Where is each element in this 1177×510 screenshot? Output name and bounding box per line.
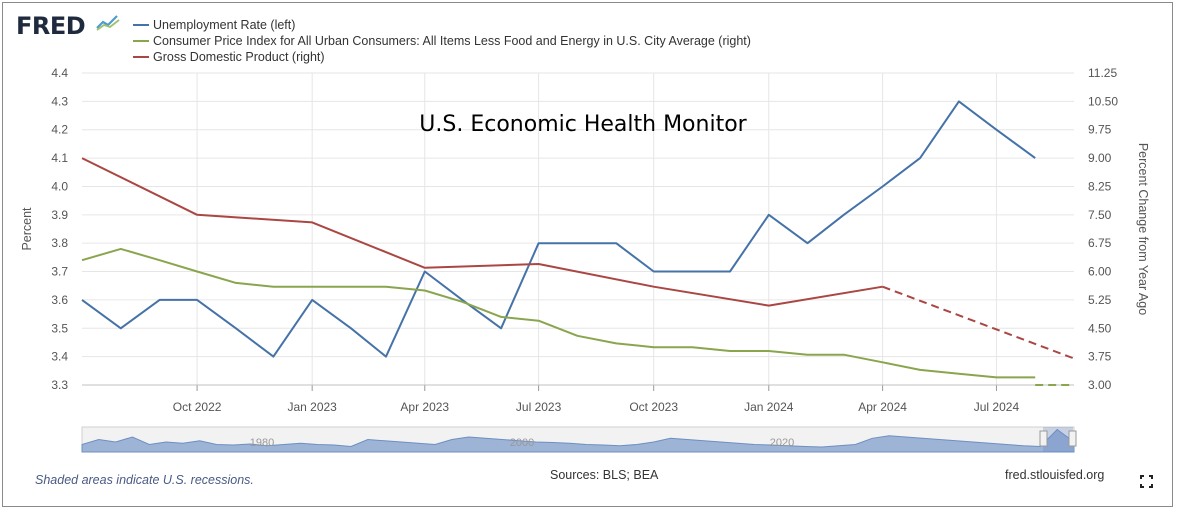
legend: Unemployment Rate (left) Consumer Price … [133,17,751,65]
series-projection-2 [882,285,1075,360]
y-axis-title-left: Percent [20,207,34,251]
y-tick-label-left: 3.9 [51,208,68,222]
y-tick-label-left: 3.3 [51,378,68,392]
legend-swatch [133,40,149,42]
y-tick-label-right: 9.75 [1088,123,1112,137]
fred-logo-graph-icon [96,15,120,31]
y-tick-label-left: 3.7 [51,265,68,279]
legend-item-cpi: Consumer Price Index for All Urban Consu… [133,33,751,49]
navigator-label: 1980 [250,437,274,449]
y-tick-label-right: 3.00 [1088,378,1112,392]
y-tick-label-right: 3.75 [1088,350,1112,364]
legend-swatch [133,24,149,26]
navigator-handle[interactable] [1039,430,1048,447]
y-tick-label-right: 6.00 [1088,265,1112,279]
y-tick-label-left: 4.4 [51,66,68,80]
fred-logo-text: FRED [16,12,86,40]
navigator-handle[interactable] [1068,430,1077,447]
x-tick-label: Jan 2024 [744,400,794,414]
x-tick-label: Jul 2023 [516,400,562,414]
legend-item-gdp: Gross Domestic Product (right) [133,49,751,65]
y-tick-label-left: 3.6 [51,293,68,307]
fred-url-link[interactable]: fred.stlouisfed.org [1005,468,1105,482]
recession-note: Shaded areas indicate U.S. recessions. [35,473,254,487]
legend-item-unemployment: Unemployment Rate (left) [133,17,751,33]
y-tick-label-left: 3.5 [51,321,68,335]
legend-swatch [133,56,149,58]
y-tick-label-left: 4.1 [51,151,68,165]
legend-label: Gross Domestic Product (right) [153,50,325,64]
y-tick-label-right: 5.25 [1088,293,1112,307]
x-tick-label: Oct 2022 [173,400,222,414]
y-tick-label-right: 10.50 [1088,94,1118,108]
y-tick-label-right: 9.00 [1088,151,1112,165]
y-tick-label-left: 4.3 [51,94,68,108]
legend-label: Unemployment Rate (left) [153,18,296,32]
y-tick-label-left: 4.2 [51,123,68,137]
x-tick-label: Oct 2023 [629,400,678,414]
y-tick-label-left: 4.0 [51,179,68,193]
series-line-1 [81,247,1036,379]
sources-text: Sources: BLS; BEA [550,468,659,482]
series-line-2 [81,157,883,307]
plot-area [82,73,1074,385]
fullscreen-icon[interactable] [1140,475,1153,488]
navigator-label: 2020 [770,437,794,449]
navigator-label: 2000 [510,437,534,449]
x-tick-label: Apr 2024 [858,400,907,414]
legend-label: Consumer Price Index for All Urban Consu… [153,34,751,48]
y-tick-label-right: 6.75 [1088,236,1112,250]
y-axis-title-right: Percent Change from Year Ago [1136,143,1150,315]
y-tick-label-left: 3.4 [51,350,68,364]
y-tick-label-right: 8.25 [1088,179,1112,193]
y-tick-label-right: 7.50 [1088,208,1112,222]
navigator-series [81,428,1075,453]
chart-title: U.S. Economic Health Monitor [419,112,747,137]
series-line-0 [81,100,1036,358]
navigator-selection [1043,427,1073,452]
y-tick-label-left: 3.8 [51,236,68,250]
x-tick-label: Apr 2023 [400,400,449,414]
x-tick-label: Jan 2023 [287,400,337,414]
y-tick-label-right: 4.50 [1088,321,1112,335]
fred-logo[interactable]: FRED [16,12,121,40]
y-tick-label-right: 11.25 [1088,66,1117,80]
x-tick-label: Jul 2024 [974,400,1020,414]
